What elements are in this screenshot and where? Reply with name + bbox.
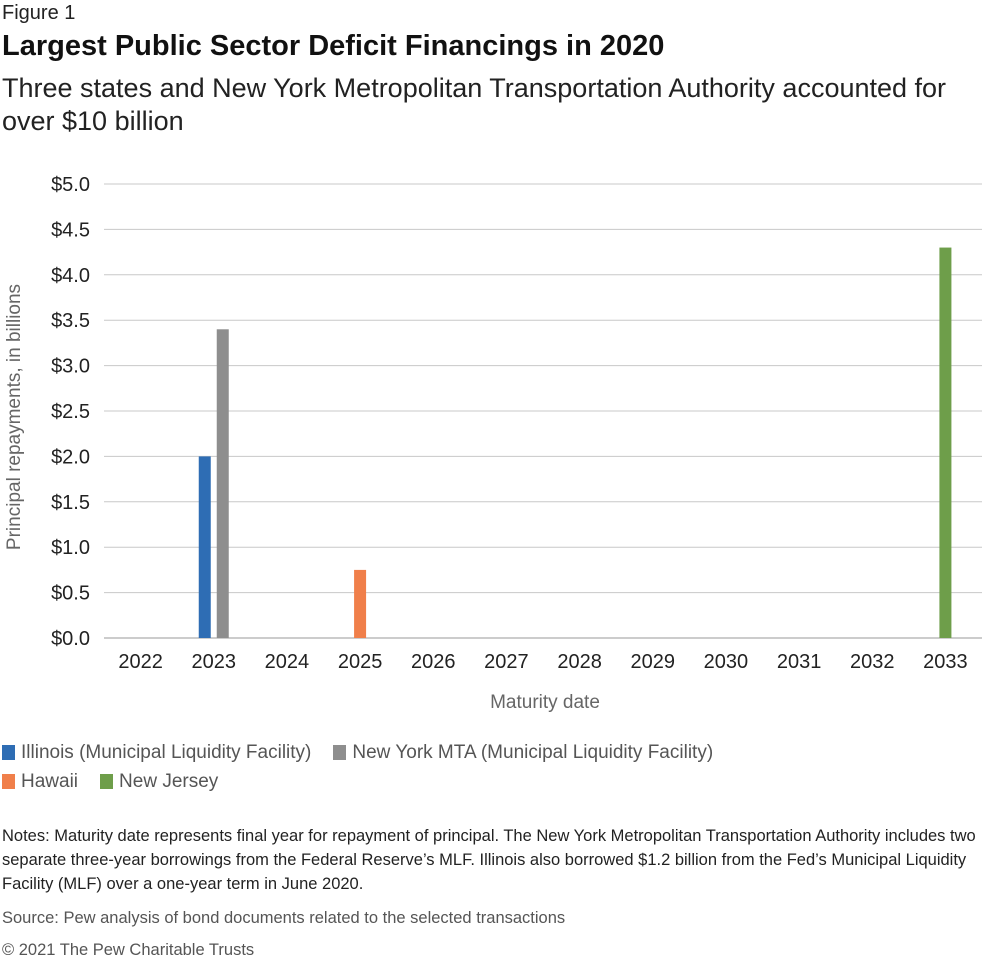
chart-title: Largest Public Sector Deficit Financings… xyxy=(2,30,665,62)
legend-item-illinois: Illinois (Municipal Liquidity Facility) xyxy=(2,742,311,764)
x-tick-label: 2027 xyxy=(484,651,529,673)
chart-source: Source: Pew analysis of bond documents r… xyxy=(2,909,566,927)
x-tick-label: 2025 xyxy=(338,651,383,673)
y-tick-label: $1.0 xyxy=(51,537,90,559)
chart-notes: Notes: Maturity date represents final ye… xyxy=(2,827,976,893)
legend-label-ny-mta: New York MTA (Municipal Liquidity Facili… xyxy=(352,741,714,763)
bar xyxy=(939,247,952,638)
legend-item-ny-mta: New York MTA (Municipal Liquidity Facili… xyxy=(333,742,713,764)
y-tick-label: $0.5 xyxy=(51,583,90,605)
legend-swatch-illinois xyxy=(2,745,15,760)
x-tick-label: 2030 xyxy=(704,651,749,673)
legend-label-illinois: Illinois (Municipal Liquidity Facility) xyxy=(21,741,312,763)
x-tick-label: 2022 xyxy=(118,651,163,673)
x-tick-label: 2032 xyxy=(850,651,895,673)
figure-label: Figure 1 xyxy=(2,2,76,24)
bar xyxy=(216,329,229,638)
x-tick-label: 2031 xyxy=(777,651,822,673)
y-tick-label: $2.5 xyxy=(51,401,90,423)
x-tick-label: 2023 xyxy=(192,651,237,673)
legend-swatch-hawaii xyxy=(2,774,15,789)
y-tick-label: $5.0 xyxy=(51,174,90,196)
x-axis-label: Maturity date xyxy=(490,692,600,713)
y-tick-label: $1.5 xyxy=(51,492,90,514)
legend-item-new-jersey: New Jersey xyxy=(100,771,218,793)
x-tick-label: 2028 xyxy=(557,651,602,673)
y-tick-label: $4.5 xyxy=(51,219,90,241)
y-axis-label: Principal repayments, in billions xyxy=(4,284,25,550)
bar xyxy=(354,569,367,638)
y-tick-label: $4.0 xyxy=(51,265,90,287)
x-tick-label: 2029 xyxy=(631,651,676,673)
chart-subtitle: Three states and New York Metropolitan T… xyxy=(2,73,947,136)
legend-swatch-ny-mta xyxy=(333,745,347,760)
y-tick-label: $3.5 xyxy=(51,310,90,332)
legend-item-hawaii: Hawaii xyxy=(2,771,78,793)
bar xyxy=(198,456,211,638)
copyright: © 2021 The Pew Charitable Trusts xyxy=(2,941,255,959)
legend-label-hawaii: Hawaii xyxy=(21,770,79,792)
x-tick-label: 2033 xyxy=(923,651,968,673)
legend-swatch-new-jersey xyxy=(100,774,114,789)
y-tick-label: $2.0 xyxy=(51,446,90,468)
bar-chart: $0.0 $0.5 $1.0 $1.5 $2.0 $2.5 $3.0 $3.5 $4.0 $4.5… xyxy=(4,174,982,713)
x-tick-label: 2024 xyxy=(265,651,310,673)
y-tick-label: $0.0 xyxy=(51,628,90,650)
y-tick-label: $3.0 xyxy=(51,356,90,378)
legend-label-new-jersey: New Jersey xyxy=(119,770,219,792)
legend-row-1: Illinois (Municipal Liquidity Facility) … xyxy=(2,738,735,767)
legend-row-2: Hawaii New Jersey xyxy=(2,767,735,796)
legend: Illinois (Municipal Liquidity Facility) … xyxy=(2,738,735,796)
x-tick-label: 2026 xyxy=(411,651,456,673)
